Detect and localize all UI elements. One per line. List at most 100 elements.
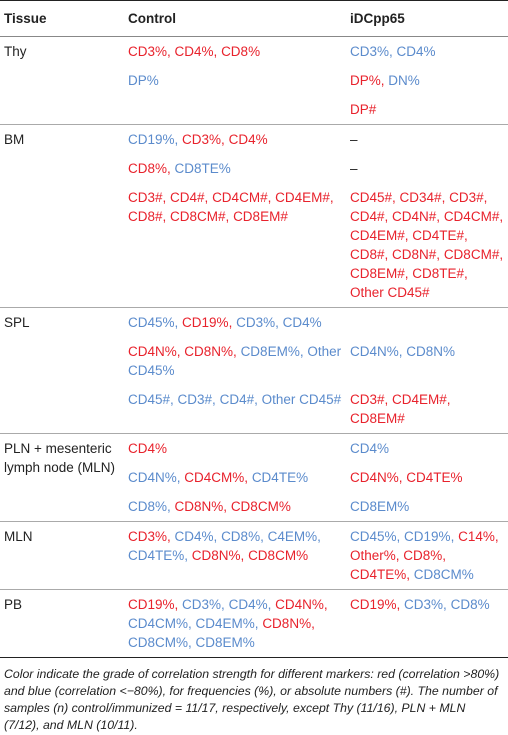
marker: CD34#, — [399, 190, 446, 205]
marker: CD45%, — [128, 315, 179, 330]
marker-cell: CD19%, CD3%, CD8% — [346, 589, 508, 658]
table-row: DP% DP%, DN% — [0, 66, 508, 95]
marker: Other CD45# — [350, 285, 430, 300]
marker: CD8%, — [128, 499, 171, 514]
marker: CD3%, — [404, 597, 447, 612]
tissue-cell: PB — [0, 589, 124, 658]
marker-cell: CD45#, CD3#, CD4#, Other CD45# — [124, 385, 346, 434]
marker-cell: – — [346, 124, 508, 154]
marker: CD8CM#, — [170, 209, 230, 224]
marker: CD4N%, — [128, 470, 181, 485]
marker: CD8CM%, — [128, 635, 192, 650]
marker-cell: CD45#, CD34#, CD3#, CD4#, CD4N#, CD4CM#,… — [346, 183, 508, 308]
marker: CD4#, — [219, 392, 258, 407]
marker-cell: CD3#, CD4EM#, CD8EM# — [346, 385, 508, 434]
marker: CD4TE#, — [412, 228, 468, 243]
marker: CD19%, — [182, 315, 233, 330]
marker: – — [350, 132, 358, 147]
marker: CD3%, — [182, 132, 225, 147]
marker-cell: CD8%, CD8TE% — [124, 154, 346, 183]
marker: CD4% — [396, 44, 436, 59]
marker: CD8N% — [406, 344, 456, 359]
marker-cell: – — [346, 154, 508, 183]
table-row: CD8%, CD8N%, CD8CM% CD8EM% — [0, 492, 508, 522]
marker: CD3%, — [128, 44, 171, 59]
marker: CD4% — [128, 441, 168, 456]
marker: CD8CM% — [413, 567, 474, 582]
marker: CD4CM%, — [128, 616, 192, 631]
marker: CD3%, — [182, 597, 225, 612]
marker: CD4EM#, — [275, 190, 334, 205]
marker: CD8N%, — [262, 616, 315, 631]
marker: CD8EM% — [350, 499, 410, 514]
marker: CD8N%, — [184, 344, 237, 359]
marker: CD8#, — [128, 209, 167, 224]
marker: CD4%, — [228, 597, 272, 612]
marker-cell: CD8%, CD8N%, CD8CM% — [124, 492, 346, 522]
marker: Other CD45% — [128, 344, 342, 378]
marker: CD19%, — [404, 529, 455, 544]
marker: CD4TE%, — [350, 567, 411, 582]
marker: CD45#, — [350, 190, 396, 205]
marker-cell: CD19%, CD3%, CD4% — [124, 124, 346, 154]
marker-cell: CD4N%, CD8N%, CD8EM%, Other CD45% — [124, 337, 346, 385]
marker: CD4#, — [350, 209, 389, 224]
marker: CD4N%, — [275, 597, 328, 612]
marker: CD19%, — [128, 597, 179, 612]
table-row: PB CD19%, CD3%, CD4%, CD4N%, CD4CM%, CD4E… — [0, 589, 508, 658]
marker: CD8CM% — [230, 499, 291, 514]
table-row: BM CD19%, CD3%, CD4% – — [0, 124, 508, 308]
marker: CD19%, — [128, 132, 179, 147]
marker: CD8N%, — [191, 548, 245, 563]
marker-cell: CD45%, CD19%, CD3%, CD4% — [124, 307, 346, 337]
marker-cell: CD4N%, CD4CM%, CD4TE% — [124, 463, 346, 492]
marker: DP# — [350, 102, 377, 117]
marker-cell: DP% — [124, 66, 346, 95]
table-row: CD45#, CD3#, CD4#, Other CD45# CD3#, CD4E… — [0, 385, 508, 434]
marker: – — [350, 161, 358, 176]
header-cell: Tissue — [0, 0, 124, 37]
data-table: Tissue Control iDCpp65 Thy CD3%, CD4%, CD… — [0, 0, 508, 658]
marker: CD4CM%, — [184, 470, 249, 485]
marker-cell — [346, 307, 508, 337]
marker: CD4% — [350, 441, 390, 456]
marker: CD4%, — [174, 44, 218, 59]
marker: CD4N%, — [128, 344, 181, 359]
marker: CD4TE%, — [128, 548, 189, 563]
marker: CD8%, — [128, 161, 171, 176]
marker: CD8TE% — [174, 161, 231, 176]
marker: CD4EM#, — [392, 392, 451, 407]
marker: CD8CM% — [248, 548, 309, 563]
tissue-cell: BM — [0, 124, 124, 308]
table-row: PLN + mesenteric lymph node (MLN) CD4% CD4… — [0, 433, 508, 522]
marker-cell: CD19%, CD3%, CD4%, CD4N%, CD4CM%, CD4EM%… — [124, 589, 346, 658]
marker: CD8% — [221, 44, 261, 59]
marker-cell: CD4% — [346, 433, 508, 463]
marker: CD45#, — [128, 392, 174, 407]
marker: CD3#, — [177, 392, 216, 407]
marker: CD45%, — [350, 529, 401, 544]
marker-cell: CD8EM% — [346, 492, 508, 522]
marker-cell: CD4N%, CD8N% — [346, 337, 508, 385]
marker: CD8EM# — [350, 411, 405, 426]
marker: DN% — [388, 73, 420, 88]
marker: CD4#, — [170, 190, 209, 205]
marker: CD8TE#, — [412, 266, 468, 281]
marker: CD8CM#, — [443, 247, 504, 262]
marker: CD8%, — [221, 529, 264, 544]
marker-cell: CD3%, CD4%, CD8%, C4EM%, CD4TE%, CD8N%, … — [124, 521, 346, 590]
marker: CD3%, — [128, 529, 171, 544]
header-cell: Control — [124, 0, 346, 37]
marker: CD4%, — [174, 529, 218, 544]
table-row: DP# — [0, 95, 508, 125]
marker: CD8EM# — [233, 209, 288, 224]
tissue-cell: PLN + mesenteric lymph node (MLN) — [0, 433, 124, 522]
marker: CD8N%, — [174, 499, 228, 514]
table-row: CD4N%, CD8N%, CD8EM%, Other CD45% CD4N%, … — [0, 337, 508, 385]
marker: CD8EM% — [195, 635, 255, 650]
tissue-cell: MLN — [0, 521, 124, 590]
marker-cell: CD45%, CD19%, C14%, Other%, CD8%, CD4TE%… — [346, 521, 508, 590]
table-row: SPL CD45%, CD19%, CD3%, CD4% — [0, 307, 508, 434]
table-row: CD4N%, CD4CM%, CD4TE% CD4N%, CD4TE% — [0, 463, 508, 492]
